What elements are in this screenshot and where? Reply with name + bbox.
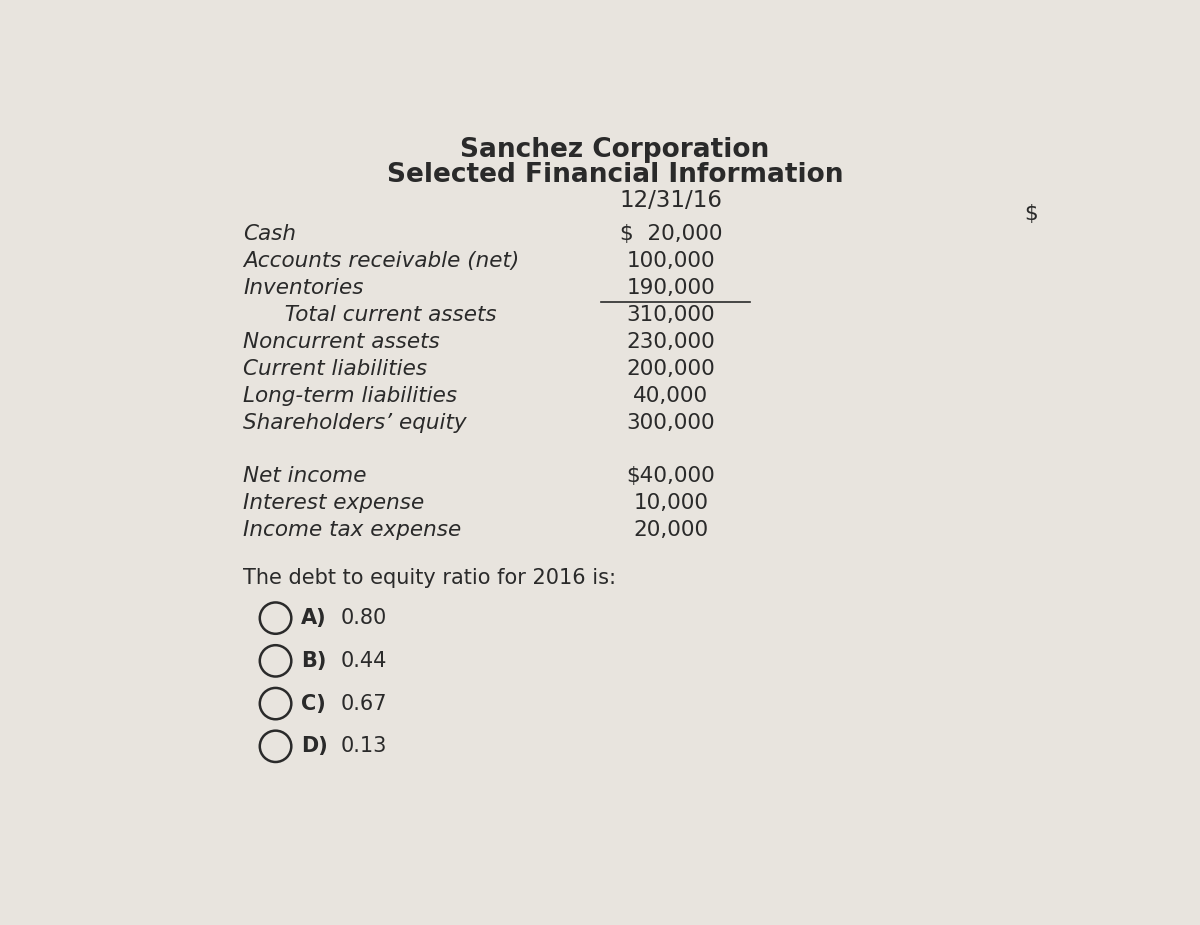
Text: 300,000: 300,000 — [626, 413, 715, 433]
Text: C): C) — [301, 694, 325, 713]
Text: 0.80: 0.80 — [341, 608, 386, 628]
Text: 20,000: 20,000 — [634, 520, 708, 540]
Text: 230,000: 230,000 — [626, 332, 715, 352]
Text: Total current assets: Total current assets — [271, 304, 497, 325]
Text: Noncurrent assets: Noncurrent assets — [242, 332, 439, 352]
Text: $  20,000: $ 20,000 — [619, 224, 722, 243]
Text: Current liabilities: Current liabilities — [242, 359, 427, 379]
Text: Net income: Net income — [242, 465, 366, 486]
Text: Income tax expense: Income tax expense — [242, 520, 461, 540]
Text: 10,000: 10,000 — [634, 493, 708, 512]
Text: $: $ — [1024, 204, 1038, 224]
Text: Sanchez Corporation: Sanchez Corporation — [461, 137, 769, 163]
Text: 100,000: 100,000 — [626, 251, 715, 271]
Text: A): A) — [301, 608, 326, 628]
Text: The debt to equity ratio for 2016 is:: The debt to equity ratio for 2016 is: — [242, 568, 616, 587]
Text: 12/31/16: 12/31/16 — [619, 189, 722, 212]
Text: 200,000: 200,000 — [626, 359, 715, 379]
Text: $40,000: $40,000 — [626, 465, 715, 486]
Text: 0.44: 0.44 — [341, 651, 388, 671]
Text: D): D) — [301, 736, 328, 757]
Text: Interest expense: Interest expense — [242, 493, 425, 512]
Text: Long-term liabilities: Long-term liabilities — [242, 386, 457, 406]
Text: 0.13: 0.13 — [341, 736, 388, 757]
Text: B): B) — [301, 651, 326, 671]
Text: Cash: Cash — [242, 224, 296, 243]
Text: 40,000: 40,000 — [634, 386, 708, 406]
Text: Accounts receivable (net): Accounts receivable (net) — [242, 251, 520, 271]
Text: 0.67: 0.67 — [341, 694, 388, 713]
Text: 190,000: 190,000 — [626, 278, 715, 298]
Text: Selected Financial Information: Selected Financial Information — [386, 162, 844, 188]
Text: 310,000: 310,000 — [626, 304, 715, 325]
Text: Inventories: Inventories — [242, 278, 364, 298]
Text: Shareholders’ equity: Shareholders’ equity — [242, 413, 467, 433]
